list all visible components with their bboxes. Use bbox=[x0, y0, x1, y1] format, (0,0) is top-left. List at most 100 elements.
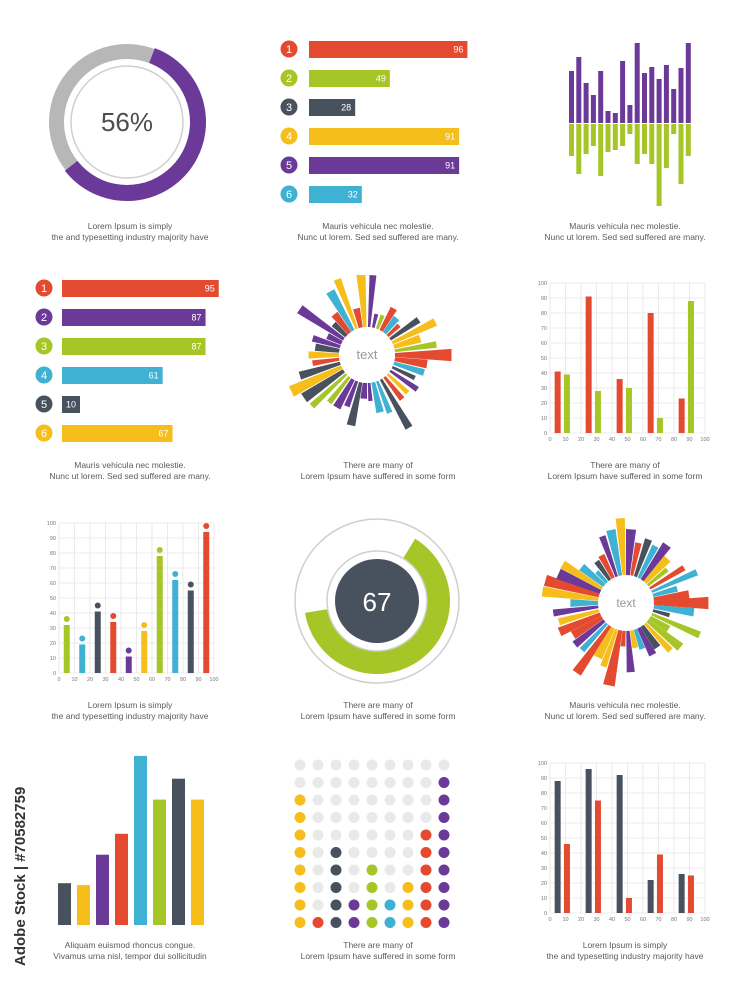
dot-filled bbox=[420, 917, 432, 928]
bar bbox=[94, 611, 101, 673]
dot-empty bbox=[366, 829, 378, 841]
bar-up bbox=[590, 95, 596, 123]
y-tick-label: 50 bbox=[50, 596, 56, 602]
x-tick-label: 80 bbox=[180, 677, 186, 683]
bar bbox=[62, 425, 173, 442]
data-label: 91 bbox=[445, 161, 455, 171]
number-badge bbox=[280, 127, 298, 145]
bar-up bbox=[649, 67, 655, 123]
bar-up bbox=[576, 57, 582, 123]
bar bbox=[585, 296, 592, 433]
dot-empty bbox=[402, 829, 414, 841]
bar-up bbox=[583, 83, 589, 123]
number-label: 6 bbox=[286, 189, 292, 201]
bar-up bbox=[620, 61, 626, 123]
lollipop-dot bbox=[94, 602, 101, 609]
dot-matrix-chart bbox=[294, 759, 450, 928]
y-tick-label: 100 bbox=[47, 521, 56, 527]
dot-empty bbox=[348, 847, 360, 858]
y-tick-label: 60 bbox=[541, 821, 547, 827]
dot-filled bbox=[438, 917, 450, 928]
number-badge bbox=[35, 308, 53, 326]
bar bbox=[625, 898, 632, 913]
bar bbox=[585, 769, 592, 913]
x-tick-label: 50 bbox=[133, 677, 139, 683]
caption-7: Lorem Ipsum is simply the and typesetting… bbox=[51, 700, 209, 721]
bar bbox=[62, 309, 206, 326]
dot-empty bbox=[366, 777, 378, 788]
number-badge bbox=[280, 40, 298, 58]
bar bbox=[656, 854, 663, 913]
bar bbox=[616, 379, 623, 433]
burst-center bbox=[599, 576, 653, 630]
bar-up bbox=[634, 43, 640, 123]
dot-empty bbox=[366, 759, 378, 771]
data-label: 10 bbox=[66, 400, 76, 410]
dot-empty bbox=[384, 864, 396, 876]
burst-ray bbox=[382, 315, 400, 335]
burst-ray bbox=[301, 369, 345, 403]
number-badge bbox=[35, 366, 53, 384]
y-tick-label: 80 bbox=[541, 791, 547, 797]
dot-filled bbox=[330, 882, 342, 893]
bar bbox=[594, 391, 601, 433]
dot-filled bbox=[330, 847, 342, 858]
dot-empty bbox=[294, 777, 306, 788]
y-tick-label: 100 bbox=[538, 281, 547, 287]
dot-empty bbox=[348, 882, 360, 893]
dot-empty bbox=[384, 847, 396, 858]
dot-empty bbox=[438, 759, 450, 771]
bar bbox=[309, 70, 390, 87]
dot-filled bbox=[402, 917, 414, 928]
burst-ray bbox=[367, 382, 373, 402]
dot-filled bbox=[294, 812, 306, 823]
burst-ray bbox=[389, 317, 421, 341]
dot-filled bbox=[348, 899, 360, 911]
bar bbox=[309, 128, 460, 145]
caption-12: Lorem Ipsum is simply the and typesetting… bbox=[546, 940, 704, 961]
dot-empty bbox=[312, 777, 324, 788]
burst-ray bbox=[606, 529, 623, 576]
data-label: 87 bbox=[192, 313, 202, 323]
x-tick-label: 20 bbox=[578, 917, 584, 923]
bar-up bbox=[685, 43, 691, 123]
x-tick-label: 40 bbox=[609, 917, 615, 923]
dot-empty bbox=[330, 829, 342, 841]
dot-empty bbox=[366, 812, 378, 823]
y-tick-label: 90 bbox=[541, 296, 547, 302]
burst-ray bbox=[541, 586, 599, 601]
burst-ray bbox=[331, 311, 352, 335]
y-tick-label: 30 bbox=[50, 626, 56, 632]
burst-ray bbox=[651, 569, 699, 593]
x-tick-label: 20 bbox=[578, 437, 584, 443]
bar bbox=[203, 532, 210, 673]
burst-ray bbox=[598, 553, 615, 579]
burst-ray bbox=[386, 323, 401, 338]
bar bbox=[191, 799, 204, 925]
burst-ray bbox=[346, 381, 363, 427]
y-tick-label: 90 bbox=[541, 776, 547, 782]
bar-down bbox=[678, 124, 684, 184]
number-badge bbox=[35, 424, 53, 442]
burst-ray bbox=[333, 378, 355, 410]
data-label: 28 bbox=[341, 103, 351, 113]
number-label: 5 bbox=[286, 160, 292, 172]
bar-down bbox=[576, 124, 582, 174]
x-tick-label: 60 bbox=[640, 917, 646, 923]
bar bbox=[172, 778, 185, 925]
burst-ray bbox=[593, 626, 615, 660]
donut-value: 56% bbox=[101, 107, 153, 137]
burst-ray bbox=[360, 382, 367, 399]
number-badge bbox=[280, 185, 298, 203]
y-tick-label: 90 bbox=[50, 536, 56, 542]
y-tick-label: 60 bbox=[541, 341, 547, 347]
number-label: 2 bbox=[286, 73, 292, 85]
dot-empty bbox=[312, 899, 324, 911]
dot-filled bbox=[294, 917, 306, 928]
number-label: 1 bbox=[41, 283, 47, 295]
burst-ray bbox=[326, 289, 355, 332]
radial-burst-chart-2: text bbox=[541, 518, 709, 687]
dot-filled bbox=[294, 829, 306, 841]
bar bbox=[187, 590, 194, 673]
burst-ray bbox=[653, 605, 695, 617]
